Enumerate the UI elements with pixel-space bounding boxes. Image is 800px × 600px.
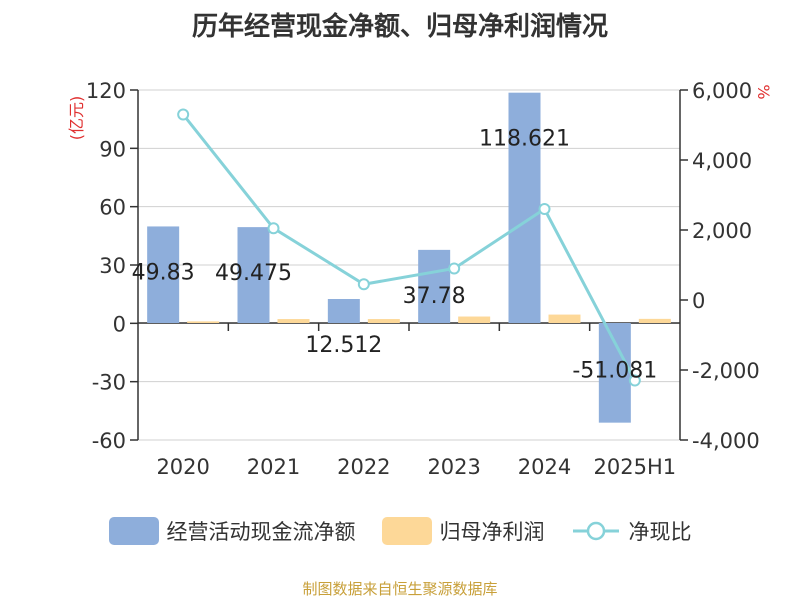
y-left-unit-label: (亿元) xyxy=(67,96,86,141)
line-ratio xyxy=(181,113,637,382)
data-label-operating-cash: 118.621 xyxy=(479,127,570,152)
x-tick-label: 2022 xyxy=(337,455,390,479)
point-ratio xyxy=(357,278,370,291)
data-label-operating-cash: 49.83 xyxy=(132,260,195,285)
legend-label-operating-cash: 经营活动现金流净额 xyxy=(166,520,356,544)
y-left-tick-label: -30 xyxy=(92,371,126,395)
data-label-operating-cash: 12.512 xyxy=(305,333,382,358)
point-ratio xyxy=(538,203,551,215)
y-left-tick-label: 30 xyxy=(99,254,126,278)
x-tick-label: 2025H1 xyxy=(594,455,677,479)
data-label-operating-cash: -51.081 xyxy=(572,359,657,384)
y-right-tick-label: 6,000 xyxy=(692,79,752,103)
legend-item-ratio[interactable]: 净现比 xyxy=(571,516,692,546)
legend-item-net-profit[interactable]: 归母净利润 xyxy=(381,516,545,546)
y-left-tick-label: 60 xyxy=(99,196,126,220)
x-tick-label: 2024 xyxy=(518,455,571,479)
bar-operating-cash xyxy=(327,299,360,323)
point-ratio xyxy=(177,108,190,121)
bar-net-profit xyxy=(638,318,671,323)
data-label-operating-cash: 37.78 xyxy=(403,284,466,309)
point-ratio xyxy=(267,222,280,235)
bar-operating-cash xyxy=(508,92,541,323)
y-right-tick-label: 4,000 xyxy=(692,149,752,173)
bar-net-profit xyxy=(277,319,310,323)
bar-operating-cash xyxy=(147,226,180,323)
y-right-tick-label: -4,000 xyxy=(692,429,760,453)
bar-operating-cash xyxy=(418,249,451,323)
point-ratio xyxy=(628,374,641,387)
y-left-tick-label: 120 xyxy=(86,79,126,103)
legend: 经营活动现金流净额 归母净利润 净现比 xyxy=(0,516,800,546)
x-tick-label: 2021 xyxy=(247,455,300,479)
y-left-tick-label: 0 xyxy=(113,312,126,336)
bar-net-profit xyxy=(187,321,220,323)
y-left-tick-label: -60 xyxy=(92,429,126,453)
chart-title: 历年经营现金净额、归母净利润情况 xyxy=(191,12,608,42)
legend-label-net-profit: 归母净利润 xyxy=(439,520,545,544)
x-tick-label: 2023 xyxy=(427,455,480,479)
bar-net-profit xyxy=(548,314,581,323)
point-ratio xyxy=(448,262,461,275)
y-left-tick-label: 90 xyxy=(99,137,126,161)
bar-net-profit xyxy=(367,319,400,323)
x-tick-label: 2020 xyxy=(156,455,209,479)
y-right-unit-label: % xyxy=(754,84,773,99)
y-right-tick-label: -2,000 xyxy=(692,359,760,383)
y-right-tick-label: 0 xyxy=(692,289,705,313)
y-right-tick-label: 2,000 xyxy=(692,219,752,243)
legend-line-marker xyxy=(572,521,619,541)
legend-item-operating-cash[interactable]: 经营活动现金流净额 xyxy=(108,516,356,546)
legend-label-ratio: 净现比 xyxy=(628,520,692,544)
legend-swatch-net-profit xyxy=(381,517,432,545)
bar-operating-cash xyxy=(237,227,270,323)
bar-net-profit xyxy=(458,316,491,323)
source-note: 制图数据来自恒生聚源数据库 xyxy=(302,580,498,598)
data-label-operating-cash: 49.475 xyxy=(215,261,292,286)
legend-swatch-operating-cash xyxy=(108,517,159,545)
